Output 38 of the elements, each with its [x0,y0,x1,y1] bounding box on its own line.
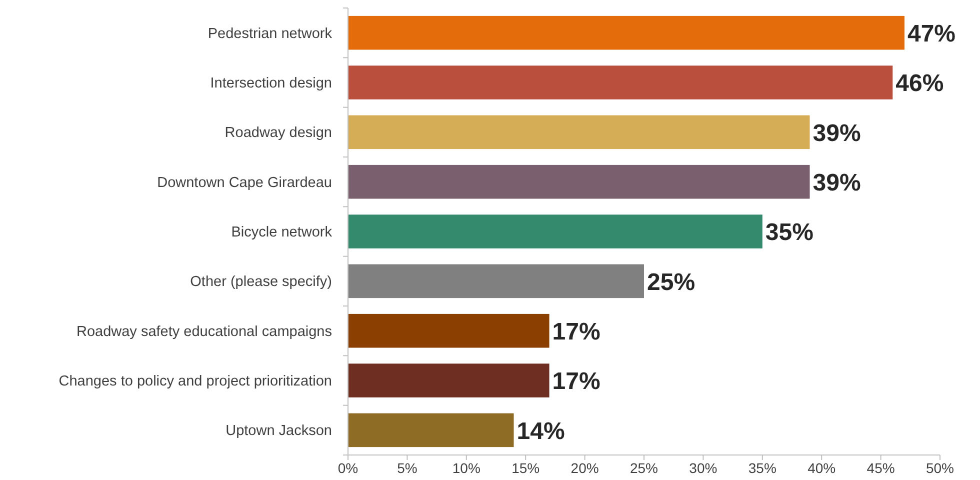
bar [348,164,810,199]
x-tick-label: 20% [570,460,599,476]
data-label: 35% [765,219,814,246]
bar [348,214,762,248]
x-tick-label: 35% [748,460,776,476]
x-tick-label: 5% [397,460,418,476]
data-label: 39% [812,169,861,196]
x-tick-label: 30% [689,460,718,476]
x-tick-label: 25% [630,460,658,476]
y-tick-label: Roadway design [224,125,332,142]
y-tick-label: Downtown Cape Girardeau [157,174,332,191]
x-tick-label: 40% [808,460,836,476]
data-label: 39% [812,120,861,147]
bar [348,413,514,448]
data-label: 14% [516,418,565,445]
y-tick-label: Changes to policy and project prioritization [58,374,332,390]
data-label: 47% [907,20,956,48]
x-tick-label: 0% [338,460,358,476]
data-label: 25% [647,268,696,296]
x-tick-label: 10% [452,460,480,476]
x-tick-label: 15% [512,460,540,476]
bar [348,66,893,100]
y-tick-label: Intersection design [210,76,332,92]
data-label: 17% [552,318,600,346]
x-tick-label: 45% [866,460,895,476]
bar [348,364,550,398]
x-tick-label: 50% [926,460,954,476]
y-tick-label: Bicycle network [231,224,333,241]
data-label: 46% [896,70,944,98]
data-label: 17% [552,368,600,396]
y-tick-label: Other (please specify) [190,274,332,290]
y-tick-label: Uptown Jackson [226,423,332,440]
bar [348,314,550,348]
bar [348,264,644,298]
bar [348,16,904,50]
y-tick-label: Roadway safety educational campaigns [76,324,332,340]
y-tick-label: Pedestrian network [208,26,333,42]
bar [348,115,810,150]
